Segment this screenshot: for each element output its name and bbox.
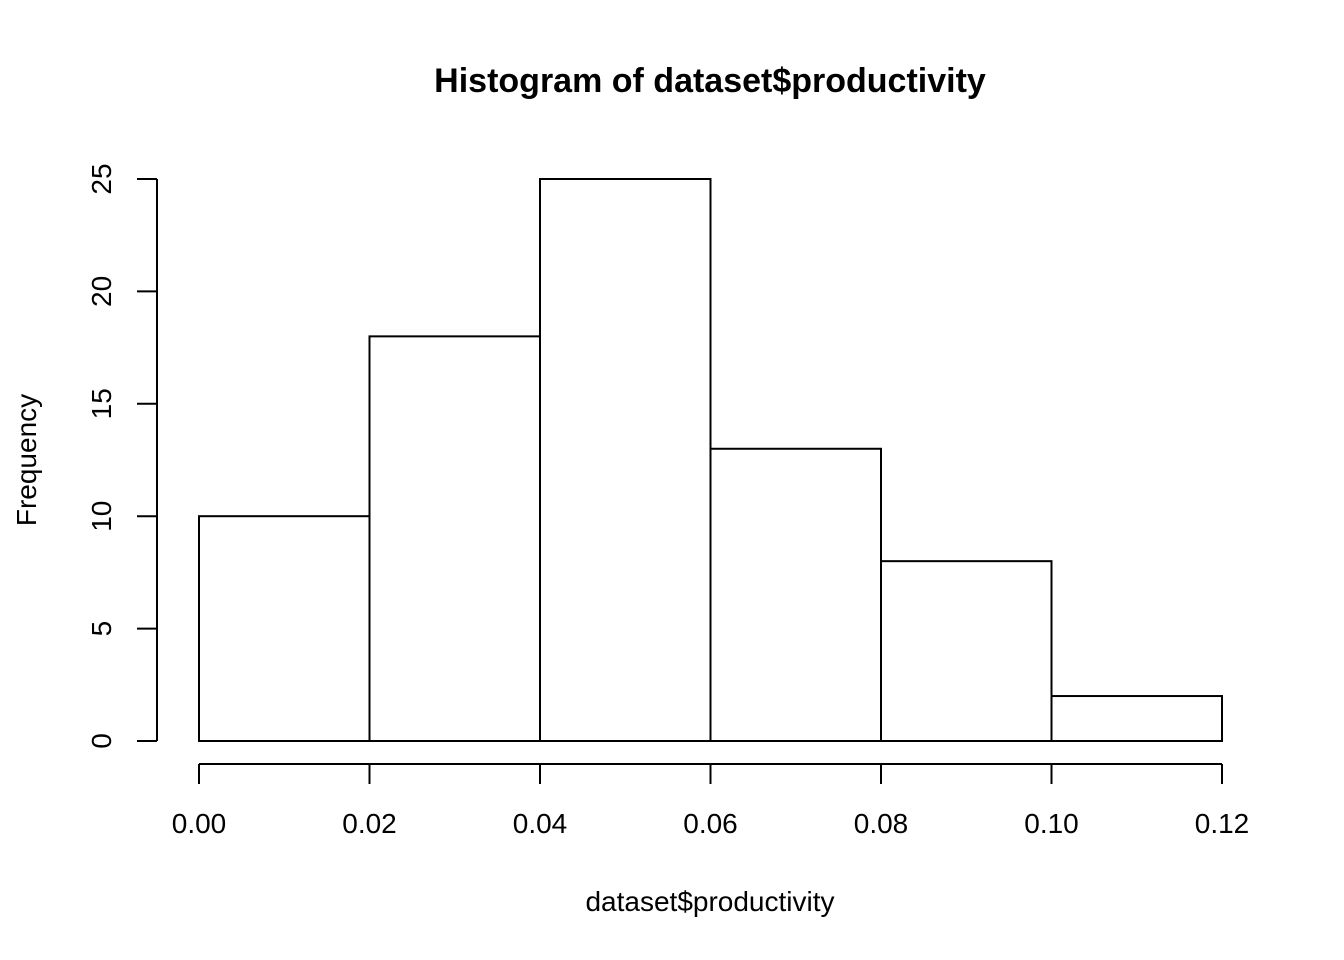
x-axis-label: dataset$productivity: [585, 886, 834, 917]
histogram-bar-5: [880, 560, 1053, 742]
x-tick-label: 0.02: [342, 808, 397, 839]
chart-title: Histogram of dataset$productivity: [434, 62, 986, 100]
y-axis-label: Frequency: [11, 394, 42, 526]
histogram-bar-6: [1050, 695, 1223, 742]
y-tick-label: 15: [86, 388, 117, 419]
x-axis: 0.00 0.02 0.04 0.06 0.08 0.10 0.12: [172, 763, 1250, 839]
x-tick-label: 0.04: [513, 808, 568, 839]
x-tick-label: 0.10: [1024, 808, 1079, 839]
y-axis: 0 5 10 15 20 25: [86, 163, 158, 749]
histogram-bar-4: [709, 447, 882, 742]
y-tick-label: 25: [86, 163, 117, 194]
bars-group: [198, 178, 1223, 743]
y-tick-label: 20: [86, 276, 117, 307]
histogram-bar-2: [368, 335, 541, 742]
x-tick-label: 0.08: [854, 808, 909, 839]
x-tick-label: 0.00: [172, 808, 227, 839]
y-tick-label: 5: [86, 621, 117, 637]
y-tick-label: 0: [86, 733, 117, 749]
histogram-bar-3: [539, 178, 712, 742]
x-tick-label: 0.06: [683, 808, 738, 839]
y-tick-label: 10: [86, 501, 117, 532]
x-tick-label: 0.12: [1195, 808, 1250, 839]
histogram-bar-1: [198, 515, 371, 743]
